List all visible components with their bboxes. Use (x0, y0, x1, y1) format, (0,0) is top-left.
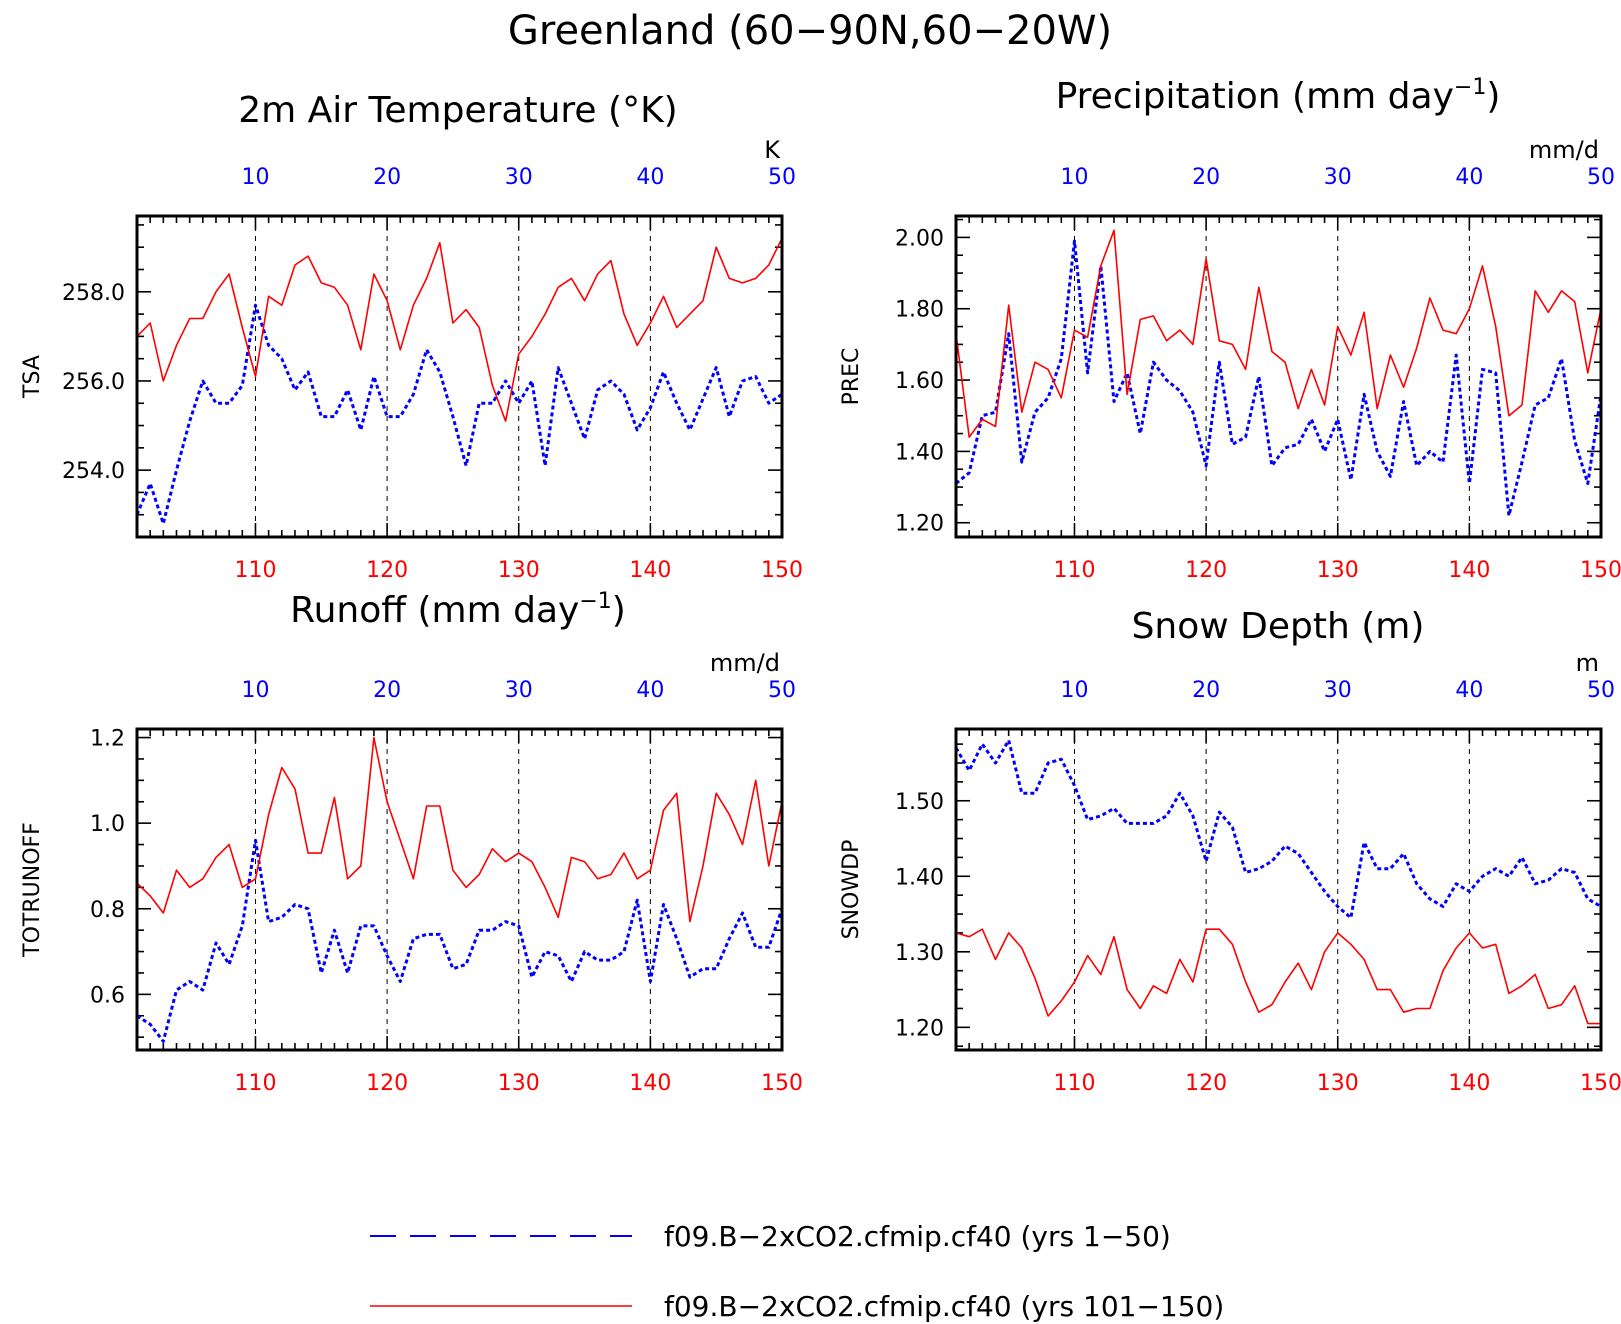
y-tick-label: 1.20 (895, 512, 944, 537)
plot-frame (135, 727, 784, 1052)
panel-air-temperature: 2m Air Temperature (°K) 254.0 256.0 258.0 1… (20, 90, 803, 583)
figure-title: Greenland (60−90N,60−20W) (508, 8, 1112, 54)
y-tick-label: 1.50 (895, 790, 944, 815)
panel-precipitation: Precipitation (mm day−1) 1.20 1.40 1.60 1.8… (839, 75, 1621, 583)
x-tick-label-top: 40 (636, 165, 664, 190)
y-axis-label: TSA (20, 355, 45, 399)
x-tick-label-top: 10 (1060, 678, 1088, 703)
x-tick-label-bottom: 140 (1448, 558, 1490, 583)
series-line-yrs-1-50 (955, 239, 1603, 518)
y-tick-label: 0.6 (90, 983, 125, 1008)
panel-title: Precipitation (mm day−1) (1056, 75, 1501, 117)
x-tick-label-bottom: 140 (1448, 1071, 1490, 1096)
x-tick-label-top: 40 (1455, 165, 1483, 190)
x-tick-label-top: 50 (1587, 165, 1615, 190)
x-tick-label-top: 20 (1192, 678, 1220, 703)
unit-label: mm/d (710, 649, 780, 677)
x-tick-label-bottom: 130 (1317, 558, 1359, 583)
x-tick-label-bottom: 110 (234, 1071, 276, 1096)
series-line-yrs-101-150 (955, 229, 1602, 438)
x-tick-label-bottom: 130 (498, 558, 540, 583)
y-tick-label: 0.8 (90, 898, 125, 923)
x-tick-label-bottom: 150 (1580, 558, 1621, 583)
x-tick-label-top: 50 (768, 165, 796, 190)
y-tick-label: 1.2 (90, 727, 125, 752)
series-line-yrs-1-50 (954, 738, 1602, 920)
y-tick-label: 1.0 (90, 812, 125, 837)
series-line-yrs-101-150 (136, 237, 783, 422)
x-tick-label-top: 20 (1192, 165, 1220, 190)
unit-label: K (764, 136, 781, 164)
x-tick-label-top: 30 (505, 165, 533, 190)
x-tick-label-bottom: 150 (761, 558, 803, 583)
panel-title: 2m Air Temperature (°K) (238, 90, 677, 131)
x-tick-label-top: 20 (373, 165, 401, 190)
x-tick-label-bottom: 120 (366, 558, 408, 583)
panel-snow-depth: Snow Depth (m) 1.20 1.30 1.40 1.50 110 120 130… (839, 606, 1621, 1096)
panel-runoff: Runoff (mm day−1) 0.6 0.8 1.0 1.2 110 120 130 1… (20, 589, 803, 1096)
x-tick-label-bottom: 120 (1185, 558, 1227, 583)
x-tick-label-top: 30 (1324, 678, 1352, 703)
plot-frame (954, 727, 1603, 1052)
x-tick-label-bottom: 120 (366, 1071, 408, 1096)
y-tick-label: 1.30 (895, 941, 944, 966)
legend-label-series-b: f09.B−2xCO2.cfmip.cf40 (yrs 101−150) (664, 1290, 1224, 1323)
y-tick-label: 2.00 (895, 226, 944, 251)
x-tick-label-bottom: 140 (629, 1071, 671, 1096)
y-tick-label: 258.0 (62, 281, 125, 306)
y-tick-label: 1.80 (895, 298, 944, 323)
x-tick-label-bottom: 150 (761, 1071, 803, 1096)
x-tick-label-bottom: 110 (234, 558, 276, 583)
y-tick-label: 1.20 (895, 1016, 944, 1041)
x-tick-label-bottom: 110 (1053, 558, 1095, 583)
x-tick-label-top: 10 (241, 678, 269, 703)
x-tick-label-bottom: 110 (1053, 1071, 1095, 1096)
legend-label-series-a: f09.B−2xCO2.cfmip.cf40 (yrs 1−50) (664, 1220, 1171, 1253)
plot-frame (954, 214, 1603, 539)
x-tick-label-bottom: 130 (498, 1071, 540, 1096)
y-axis-label: TOTRUNOFF (20, 822, 45, 958)
series-line-yrs-101-150 (136, 736, 783, 923)
panel-title: Snow Depth (m) (1132, 606, 1425, 647)
plot-frame (135, 214, 784, 539)
x-tick-label-top: 40 (1455, 678, 1483, 703)
series-line-yrs-101-150 (955, 928, 1601, 1025)
x-tick-label-top: 50 (768, 678, 796, 703)
x-tick-label-top: 30 (505, 678, 533, 703)
x-tick-label-top: 50 (1587, 678, 1615, 703)
x-tick-label-top: 10 (241, 165, 269, 190)
unit-label: mm/d (1529, 136, 1599, 164)
y-tick-label: 254.0 (62, 459, 125, 484)
y-tick-label: 1.40 (895, 865, 944, 890)
x-tick-label-top: 40 (636, 678, 664, 703)
x-tick-label-bottom: 140 (629, 558, 671, 583)
x-tick-label-bottom: 130 (1317, 1071, 1359, 1096)
x-tick-label-top: 30 (1324, 165, 1352, 190)
y-tick-label: 1.40 (895, 440, 944, 465)
x-tick-label-top: 10 (1060, 165, 1088, 190)
x-tick-label-top: 20 (373, 678, 401, 703)
x-tick-label-bottom: 150 (1580, 1071, 1621, 1096)
y-axis-label: PREC (839, 348, 864, 406)
y-axis-label: SNOWDP (839, 840, 864, 940)
y-tick-label: 1.60 (895, 369, 944, 394)
x-tick-label-bottom: 120 (1185, 1071, 1227, 1096)
panel-title: Runoff (mm day−1) (290, 589, 626, 631)
y-tick-label: 256.0 (62, 370, 125, 395)
legend: f09.B−2xCO2.cfmip.cf40 (yrs 1−50) f09.B−… (370, 1220, 1224, 1323)
unit-label: m (1576, 649, 1599, 677)
